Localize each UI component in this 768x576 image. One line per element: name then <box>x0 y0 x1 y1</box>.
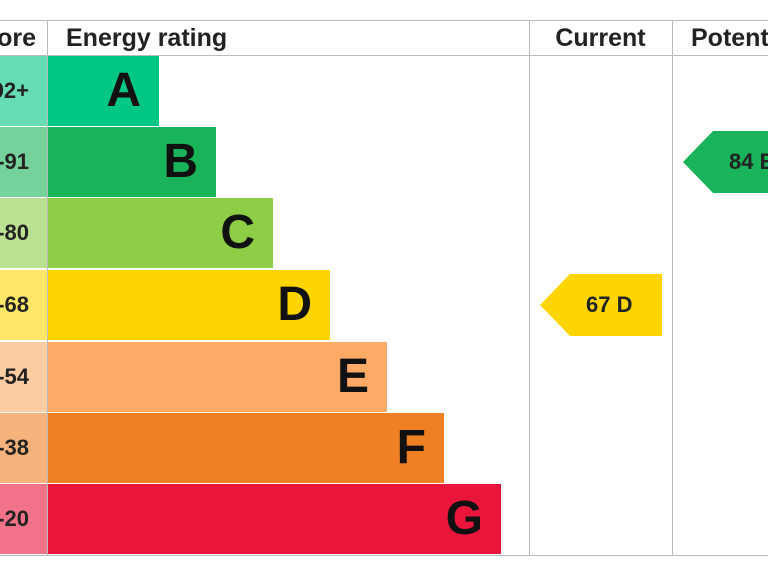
score-cell <box>0 484 47 554</box>
potential-arrow <box>683 131 768 193</box>
header-potential: Potential <box>691 24 768 52</box>
rating-bar <box>48 413 444 483</box>
current-arrow <box>540 274 662 336</box>
score-cell <box>0 198 47 268</box>
band-letter: E <box>336 350 369 403</box>
rating-bar <box>48 342 387 412</box>
score-label: 92+ <box>0 78 29 103</box>
band-letter: A <box>106 64 141 117</box>
rating-bar <box>48 127 216 197</box>
border <box>672 20 673 555</box>
score-label: 81-91 <box>0 149 29 174</box>
score-cell <box>0 342 47 412</box>
band-letter: D <box>277 278 312 331</box>
rating-bar <box>48 270 330 340</box>
rating-bar <box>48 484 501 554</box>
score-cell <box>0 127 47 197</box>
band-letter: B <box>163 135 198 188</box>
current-arrow-shape <box>540 274 662 336</box>
rating-bar <box>48 56 159 126</box>
potential-label: 84 B <box>729 149 768 174</box>
band-letter: C <box>220 206 255 259</box>
band-letter: F <box>396 421 426 474</box>
border <box>529 20 530 555</box>
score-label: 55-68 <box>0 292 29 317</box>
header-current: Current <box>555 24 646 52</box>
score-label: 69-80 <box>0 220 29 245</box>
score-label: 1-20 <box>0 506 29 531</box>
score-cell <box>0 270 47 340</box>
border <box>0 20 768 21</box>
border <box>47 20 48 555</box>
border <box>0 555 768 556</box>
border <box>0 55 768 56</box>
header-score: Score <box>0 24 36 52</box>
potential-arrow-shape <box>683 131 768 193</box>
rating-bar <box>48 198 273 268</box>
header-rating: Energy rating <box>66 24 228 52</box>
band-letter: G <box>445 492 483 545</box>
score-cell <box>0 413 47 483</box>
current-label: 67 D <box>586 292 633 317</box>
score-label: 21-38 <box>0 435 29 460</box>
score-cell <box>0 56 47 126</box>
score-label: 39-54 <box>0 364 29 389</box>
